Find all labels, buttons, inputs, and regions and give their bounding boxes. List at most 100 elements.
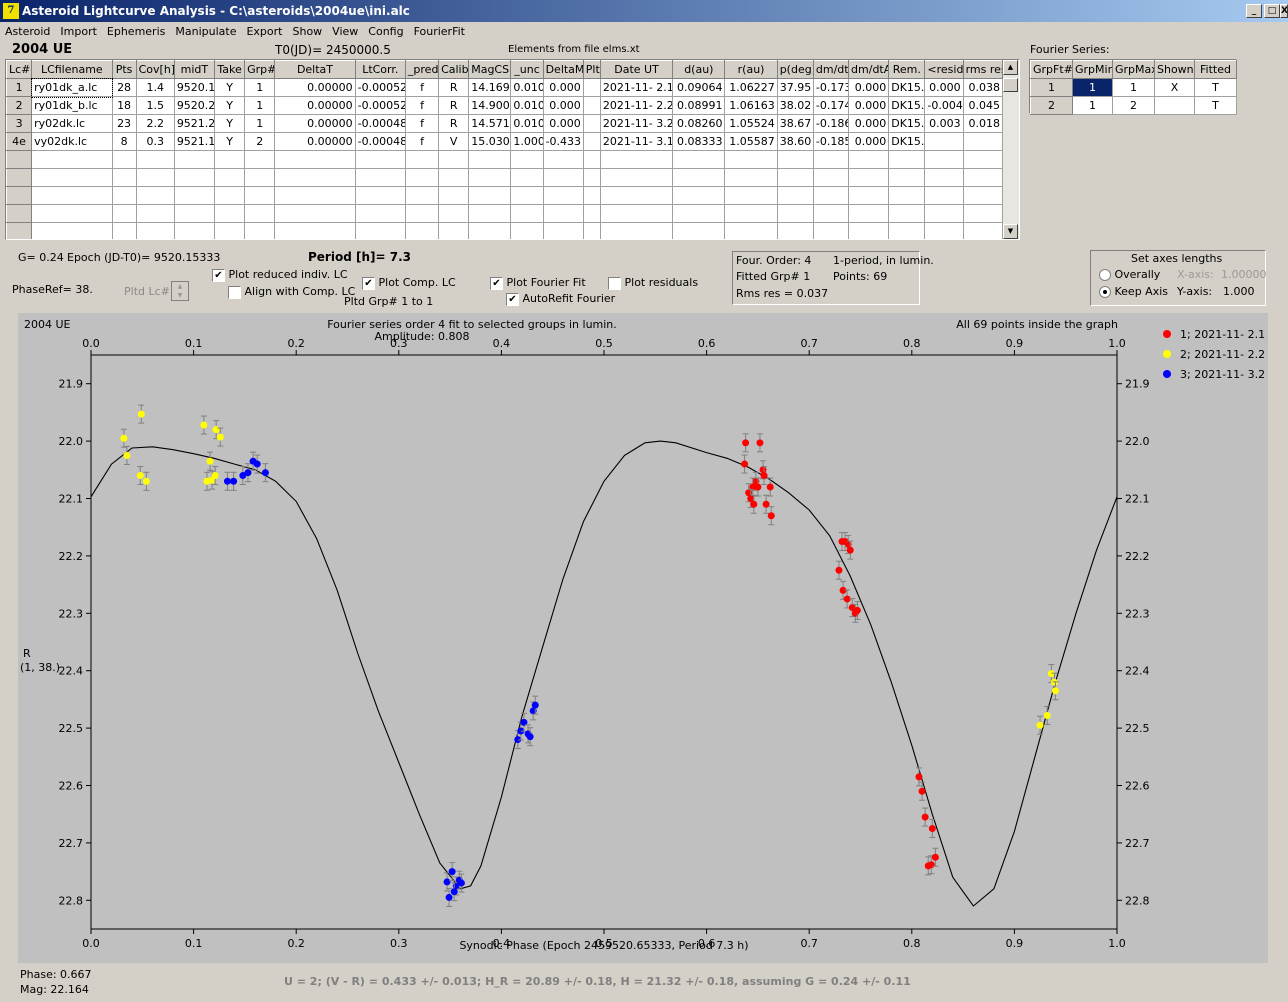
table-cell[interactable]	[582, 204, 601, 223]
table-cell[interactable]	[888, 168, 926, 187]
table-cell[interactable]	[404, 186, 440, 205]
table-cell[interactable]: 1	[244, 78, 276, 97]
menu-import[interactable]: Import	[60, 25, 97, 38]
table-cell[interactable]: 0.00000	[274, 132, 356, 151]
table-cell[interactable]: DK15...	[888, 78, 926, 97]
table-cell[interactable]: -0.185	[812, 132, 850, 151]
table-cell[interactable]	[213, 168, 246, 187]
fourier-col-header[interactable]: GrpFt#	[1030, 60, 1073, 79]
table-cell[interactable]	[31, 168, 113, 187]
table-cell[interactable]: 0.010	[510, 78, 544, 97]
lc-col-header[interactable]: LtCorr.	[354, 60, 406, 79]
table-cell[interactable]	[582, 186, 601, 205]
table-cell[interactable]: 14.900	[468, 96, 512, 115]
table-row[interactable]: 1 ry01dk_a.lc 28 1.4 9520.1 Y 1 0.00000 -0.00052…	[6, 77, 1004, 98]
keep-axis-radio[interactable]: Keep Axis	[1099, 285, 1168, 298]
table-cell[interactable]: 38.60	[776, 132, 814, 151]
table-cell[interactable]	[244, 222, 276, 239]
table-cell[interactable]: f	[404, 96, 440, 115]
menu-show[interactable]: Show	[292, 25, 323, 38]
table-cell[interactable]	[274, 150, 356, 169]
table-cell[interactable]: 0.00000	[274, 78, 356, 97]
table-cell[interactable]: DK15...	[888, 132, 926, 151]
table-cell[interactable]: 0.000	[542, 78, 584, 97]
row-header[interactable]: 2	[1030, 96, 1073, 115]
table-cell[interactable]: 0.09064	[672, 78, 726, 97]
table-cell[interactable]: DK15...	[888, 114, 926, 133]
table-cell[interactable]: 0.010	[510, 114, 544, 133]
lc-col-header[interactable]: Cov[h]	[135, 60, 175, 79]
lc-col-header[interactable]: Plt	[582, 60, 601, 79]
lc-col-header[interactable]: DeltaT	[274, 60, 356, 79]
x-axis-value[interactable]: 1.00000	[1221, 268, 1267, 281]
table-cell[interactable]	[6, 186, 33, 205]
table-cell[interactable]	[173, 150, 216, 169]
table-cell[interactable]	[924, 186, 964, 205]
empty-row[interactable]	[6, 204, 1004, 223]
table-cell[interactable]	[244, 150, 276, 169]
autorefit-check-icon[interactable]: ✔	[506, 292, 519, 306]
table-cell[interactable]: ry01dk_a.lc	[30, 77, 114, 98]
table-cell[interactable]	[213, 204, 246, 223]
lc-col-header[interactable]: dm/dtA	[848, 60, 890, 79]
table-cell[interactable]	[924, 222, 964, 239]
table-cell[interactable]	[274, 204, 356, 223]
table-cell[interactable]	[173, 186, 216, 205]
table-cell[interactable]	[888, 222, 926, 239]
table-row[interactable]: 2 ry01dk_b.lc 18 1.5 9520.2 Y 1 0.00000 -0.00052…	[6, 96, 1004, 115]
table-cell[interactable]: 9521.2	[173, 114, 216, 133]
table-cell[interactable]	[438, 222, 470, 239]
lc-col-header[interactable]: dm/dt	[812, 60, 850, 79]
table-cell[interactable]: -0.004	[924, 96, 964, 115]
table-cell[interactable]: 15.030	[468, 132, 512, 151]
table-cell[interactable]	[924, 132, 964, 151]
table-cell[interactable]	[135, 204, 175, 223]
table-row[interactable]: 3 ry02dk.lc 23 2.2 9521.2 Y 1 0.00000 -0.00048 f R…	[6, 114, 1004, 133]
table-cell[interactable]	[582, 78, 601, 97]
table-cell[interactable]	[111, 168, 137, 187]
table-cell[interactable]	[135, 222, 175, 239]
table-cell[interactable]: 2021-11- 3.1	[599, 132, 674, 151]
table-cell[interactable]: Y	[213, 78, 246, 97]
table-cell[interactable]	[776, 222, 814, 239]
table-cell[interactable]	[468, 150, 512, 169]
table-cell[interactable]	[962, 150, 1004, 169]
table-cell[interactable]: 1.4	[135, 78, 175, 97]
table-cell[interactable]	[354, 186, 406, 205]
table-cell[interactable]	[812, 168, 850, 187]
table-cell[interactable]: 9521.1	[173, 132, 216, 151]
table-cell[interactable]: -0.173	[812, 78, 850, 97]
table-cell[interactable]: T	[1194, 96, 1237, 115]
table-cell[interactable]: f	[404, 132, 440, 151]
table-cell[interactable]: -0.00048	[354, 114, 406, 133]
lc-col-header[interactable]: Lc#	[6, 60, 33, 79]
row-header[interactable]: 4e	[6, 132, 33, 151]
table-cell[interactable]	[135, 168, 175, 187]
menu-fourierfit[interactable]: FourierFit	[413, 25, 465, 38]
table-cell[interactable]: 2	[1112, 96, 1155, 115]
table-cell[interactable]	[438, 168, 470, 187]
table-cell[interactable]	[404, 204, 440, 223]
table-cell[interactable]	[274, 222, 356, 239]
table-cell[interactable]	[468, 204, 512, 223]
table-cell[interactable]	[776, 204, 814, 223]
table-cell[interactable]	[924, 150, 964, 169]
table-cell[interactable]	[31, 222, 113, 239]
app-icon[interactable]: 7	[3, 3, 19, 19]
table-cell[interactable]: 1.06163	[724, 96, 778, 115]
fourier-col-header[interactable]: Fitted	[1194, 60, 1237, 79]
table-cell[interactable]: 2	[244, 132, 276, 151]
table-cell[interactable]: 0.010	[510, 96, 544, 115]
table-cell[interactable]	[848, 222, 890, 239]
lc-col-header[interactable]: p(deg)	[776, 60, 814, 79]
table-cell[interactable]	[848, 186, 890, 205]
table-cell[interactable]: 1	[244, 114, 276, 133]
table-cell[interactable]: 2021-11- 2.1	[599, 78, 674, 97]
table-cell[interactable]: 0.000	[848, 132, 890, 151]
table-cell[interactable]	[962, 222, 1004, 239]
table-cell[interactable]	[599, 150, 674, 169]
table-cell[interactable]	[213, 150, 246, 169]
table-cell[interactable]: 18	[111, 96, 137, 115]
table-cell[interactable]: 1.000	[510, 132, 544, 151]
